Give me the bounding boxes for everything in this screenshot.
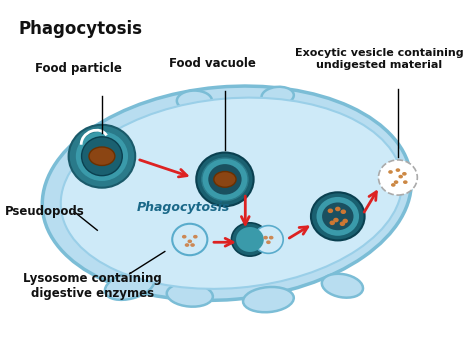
Ellipse shape [403, 180, 408, 184]
Ellipse shape [340, 210, 346, 214]
Ellipse shape [269, 236, 273, 239]
Ellipse shape [190, 243, 195, 247]
Ellipse shape [177, 91, 212, 111]
Ellipse shape [398, 175, 403, 178]
Ellipse shape [196, 153, 254, 206]
Ellipse shape [193, 235, 198, 239]
Ellipse shape [394, 180, 398, 184]
Ellipse shape [262, 87, 294, 105]
Ellipse shape [167, 283, 213, 307]
Ellipse shape [182, 235, 187, 239]
Ellipse shape [254, 226, 283, 253]
Ellipse shape [105, 272, 155, 300]
Ellipse shape [188, 239, 192, 243]
Ellipse shape [69, 125, 135, 188]
Text: Lysosome containing
digestive enzymes: Lysosome containing digestive enzymes [23, 272, 162, 300]
Text: Exocytic vesicle containing
undigested material: Exocytic vesicle containing undigested m… [295, 48, 464, 70]
Ellipse shape [42, 86, 411, 300]
Ellipse shape [231, 223, 268, 256]
Ellipse shape [328, 209, 333, 213]
Ellipse shape [82, 137, 122, 176]
Ellipse shape [75, 131, 129, 182]
Ellipse shape [89, 147, 115, 165]
Ellipse shape [202, 158, 248, 201]
Ellipse shape [266, 240, 271, 244]
Ellipse shape [378, 160, 417, 195]
Text: Pseudopods: Pseudopods [5, 205, 84, 218]
Ellipse shape [340, 222, 345, 226]
Ellipse shape [236, 227, 264, 252]
Text: Food particle: Food particle [36, 62, 122, 75]
Ellipse shape [322, 274, 363, 298]
Ellipse shape [391, 183, 396, 187]
Ellipse shape [214, 172, 236, 187]
Ellipse shape [396, 168, 400, 172]
Ellipse shape [61, 98, 402, 289]
Ellipse shape [333, 218, 339, 222]
Ellipse shape [402, 172, 407, 176]
Ellipse shape [388, 170, 393, 174]
Ellipse shape [208, 164, 242, 194]
Ellipse shape [335, 206, 340, 211]
Text: Food vacuole: Food vacuole [170, 57, 256, 70]
Text: Phagocytosis: Phagocytosis [18, 20, 143, 38]
Ellipse shape [185, 243, 189, 247]
Ellipse shape [172, 224, 207, 255]
Ellipse shape [311, 192, 365, 240]
Text: Phagocytosis: Phagocytosis [137, 201, 230, 214]
Ellipse shape [243, 287, 294, 312]
Ellipse shape [322, 202, 354, 230]
Ellipse shape [342, 219, 348, 223]
Ellipse shape [317, 197, 359, 236]
Ellipse shape [329, 221, 335, 225]
Ellipse shape [264, 236, 268, 239]
